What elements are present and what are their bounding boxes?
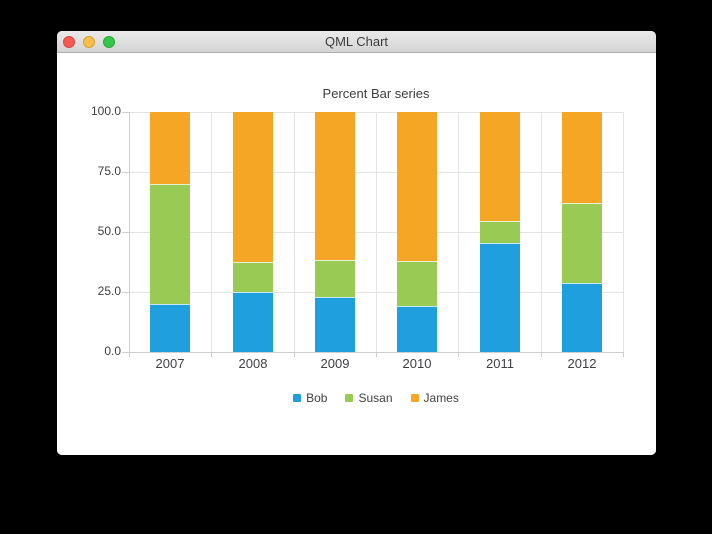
bar-segment-susan [480,221,520,243]
bar-segment-bob [315,296,355,352]
x-axis-tick [294,352,295,357]
x-axis-tick [458,352,459,357]
y-axis-tick [122,232,129,233]
x-axis-tick [623,352,624,357]
bar-segment-bob [562,283,602,352]
bar-segment-james [150,112,190,184]
y-axis-tick [122,352,129,353]
bar-2011 [480,112,520,352]
gridline [376,112,377,352]
minimize-button[interactable] [83,36,95,48]
y-axis-label: 0.0 [104,344,121,358]
bar-segment-james [562,112,602,204]
legend-marker-icon [293,394,302,402]
plot-area [129,112,624,353]
legend-label: Bob [306,391,328,405]
legend-item: James [410,391,459,405]
bar-segment-susan [150,184,190,304]
bar-segment-susan [562,203,602,284]
y-axis-tick [122,172,129,173]
gridline [294,112,295,352]
bar-segment-susan [233,262,273,292]
y-axis-label: 75.0 [97,164,121,178]
legend-item: Bob [293,391,327,405]
chart-view: Percent Bar series Bob Susan James 100.0 75… [57,53,656,455]
legend-label: James [423,391,459,405]
bar-segment-james [315,112,355,260]
bar-2010 [397,112,437,352]
y-axis-label: 100.0 [90,104,121,118]
x-axis-label: 2012 [567,356,597,371]
y-axis-tick [122,292,129,293]
x-axis-label: 2010 [402,356,432,371]
y-axis-label: 50.0 [97,224,121,238]
x-axis-label: 2009 [320,356,350,371]
x-axis-tick [541,352,542,357]
title-bar[interactable]: QML Chart [57,31,656,53]
gridline [541,112,542,352]
y-axis-label: 25.0 [97,284,121,298]
legend-marker-icon [345,394,354,402]
x-axis-tick [129,352,130,357]
bar-segment-bob [233,292,273,352]
bar-2008 [233,112,273,352]
bar-segment-bob [397,306,437,352]
gridline [623,112,624,352]
bar-segment-bob [150,304,190,352]
bar-segment-susan [315,259,355,297]
window-controls [63,36,115,48]
y-axis-tick [122,112,129,113]
bar-segment-james [480,112,520,222]
gridline [129,112,130,352]
x-axis-tick [211,352,212,357]
chart-title: Percent Bar series [322,86,430,101]
legend-item: Susan [345,391,393,405]
bar-segment-james [397,112,437,261]
legend-label: Susan [358,391,393,405]
legend-marker-icon [410,394,419,402]
x-axis-tick [376,352,377,357]
bar-2012 [562,112,602,352]
zoom-button[interactable] [103,36,115,48]
x-axis-label: 2007 [155,356,185,371]
window-title: QML Chart [324,34,389,49]
x-axis-label: 2008 [238,356,268,371]
x-axis-label: 2011 [486,356,514,371]
bar-2007 [150,112,190,352]
bar-2009 [315,112,355,352]
gridline [458,112,459,352]
close-button[interactable] [63,36,75,48]
app-window: QML Chart Percent Bar series Bob Susan Jam… [57,31,656,455]
chart-legend: Bob Susan James [129,391,623,405]
bar-segment-bob [480,242,520,352]
gridline [211,112,212,352]
bar-segment-james [233,112,273,262]
bar-segment-susan [397,260,437,307]
